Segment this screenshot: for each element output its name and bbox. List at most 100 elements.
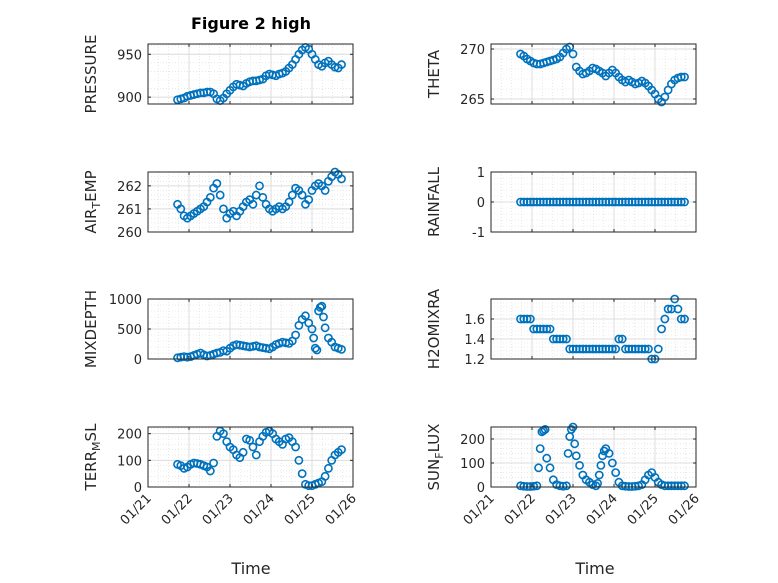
data-point (676, 197, 686, 207)
data-point (604, 448, 614, 458)
data-point (258, 192, 268, 202)
data-point (205, 466, 215, 476)
y-tick-label: 1000 (109, 293, 142, 308)
y-label-subscript: T (90, 202, 103, 210)
data-point (284, 197, 294, 207)
data-point (309, 333, 319, 343)
subplot-row2-right: -1 0 1 RAINFALL (425, 166, 697, 241)
data-point (611, 344, 621, 354)
y-tick-label: -1 (472, 226, 485, 241)
subplot-row1-left: 900 950 PRESSURE (82, 35, 354, 114)
y-tick-label: 1.2 (464, 353, 485, 368)
y-label-main: AIR (82, 209, 100, 234)
data-point (294, 455, 304, 465)
data-point (291, 330, 300, 340)
y-tick-label: 1.4 (464, 333, 485, 348)
data-point (209, 458, 218, 468)
data-point (219, 429, 228, 439)
subplot-row3-right: 1.2 1.4 1.6 H2OMIXRA (425, 288, 697, 369)
data-point (319, 312, 328, 322)
data-point (301, 311, 310, 321)
data-point (522, 314, 532, 324)
data-point (594, 470, 604, 480)
data-point (676, 314, 686, 324)
data-point (596, 460, 606, 470)
y-tick-label: 261 (117, 203, 142, 218)
data-point (568, 49, 578, 59)
data-point (607, 458, 617, 468)
data-point (245, 435, 255, 445)
data-point (320, 186, 330, 195)
data-point (219, 204, 228, 214)
data-point (540, 424, 550, 434)
data-point (680, 314, 689, 324)
data-point (676, 481, 686, 491)
figure-title: Figure 2 high (191, 14, 311, 33)
data-point (320, 323, 330, 333)
y-label-rest: EMP (82, 170, 100, 201)
data-point (680, 197, 689, 207)
y-axis-label: SUNFLUX (425, 424, 446, 491)
data-point (238, 447, 248, 457)
data-point (542, 453, 552, 463)
data-point (215, 190, 225, 200)
data-point (558, 481, 568, 491)
data-point (337, 60, 346, 69)
y-label-rest: SL (82, 423, 100, 442)
data-point (663, 304, 673, 314)
y-label-main: TERR (82, 451, 100, 492)
data-point (562, 334, 571, 344)
data-point (529, 481, 539, 491)
y-label-subscript: M (90, 441, 103, 451)
data-point (562, 481, 571, 491)
y-tick-label: 900 (117, 91, 142, 106)
y-tick-label: 950 (117, 48, 142, 63)
data-point (205, 192, 215, 202)
y-tick-label: 0 (477, 196, 485, 211)
data-point (607, 344, 617, 354)
y-axis-label: RAINFALL (425, 166, 443, 237)
data-point (535, 444, 545, 453)
data-point (312, 345, 322, 355)
data-point (545, 463, 555, 473)
y-tick-label: 200 (117, 428, 142, 443)
data-point (251, 450, 261, 460)
data-point (563, 448, 573, 458)
y-label-rest: LUX (425, 424, 443, 453)
data-point (558, 334, 568, 344)
data-point (680, 481, 689, 491)
data-point (657, 324, 666, 334)
data-point (673, 304, 683, 314)
data-point (248, 442, 258, 452)
data-point (644, 344, 653, 354)
data-point (307, 324, 317, 334)
y-tick-label: 265 (460, 93, 485, 108)
y-tick-label: 262 (117, 180, 142, 195)
data-point (660, 92, 670, 102)
data-point (617, 334, 627, 344)
data-point (287, 190, 297, 200)
y-tick-label: 1.6 (464, 313, 485, 328)
y-axis-label: TERRMSL (82, 423, 103, 492)
data-point (317, 301, 327, 311)
axes-box (490, 298, 697, 360)
data-point (660, 314, 670, 324)
data-point (255, 181, 264, 191)
data-point (640, 344, 650, 354)
y-tick-label: 260 (117, 226, 142, 241)
y-tick-label: 100 (117, 454, 142, 469)
y-tick-label: 0 (134, 481, 142, 496)
y-axis-label: H2OMIXRA (425, 288, 443, 369)
y-axis-label: AIRTEMP (82, 170, 103, 233)
data-point (575, 460, 584, 470)
y-tick-label: 1 (477, 166, 485, 181)
axes-box (147, 43, 354, 105)
data-point (542, 324, 552, 334)
y-axis-label: THETA (425, 49, 443, 99)
axes-box (490, 426, 697, 488)
data-point (337, 445, 346, 455)
data-point (337, 174, 346, 184)
y-label-main: SUN (425, 459, 443, 491)
data-point (212, 179, 222, 188)
y-axis-label: PRESSURE (82, 35, 100, 114)
